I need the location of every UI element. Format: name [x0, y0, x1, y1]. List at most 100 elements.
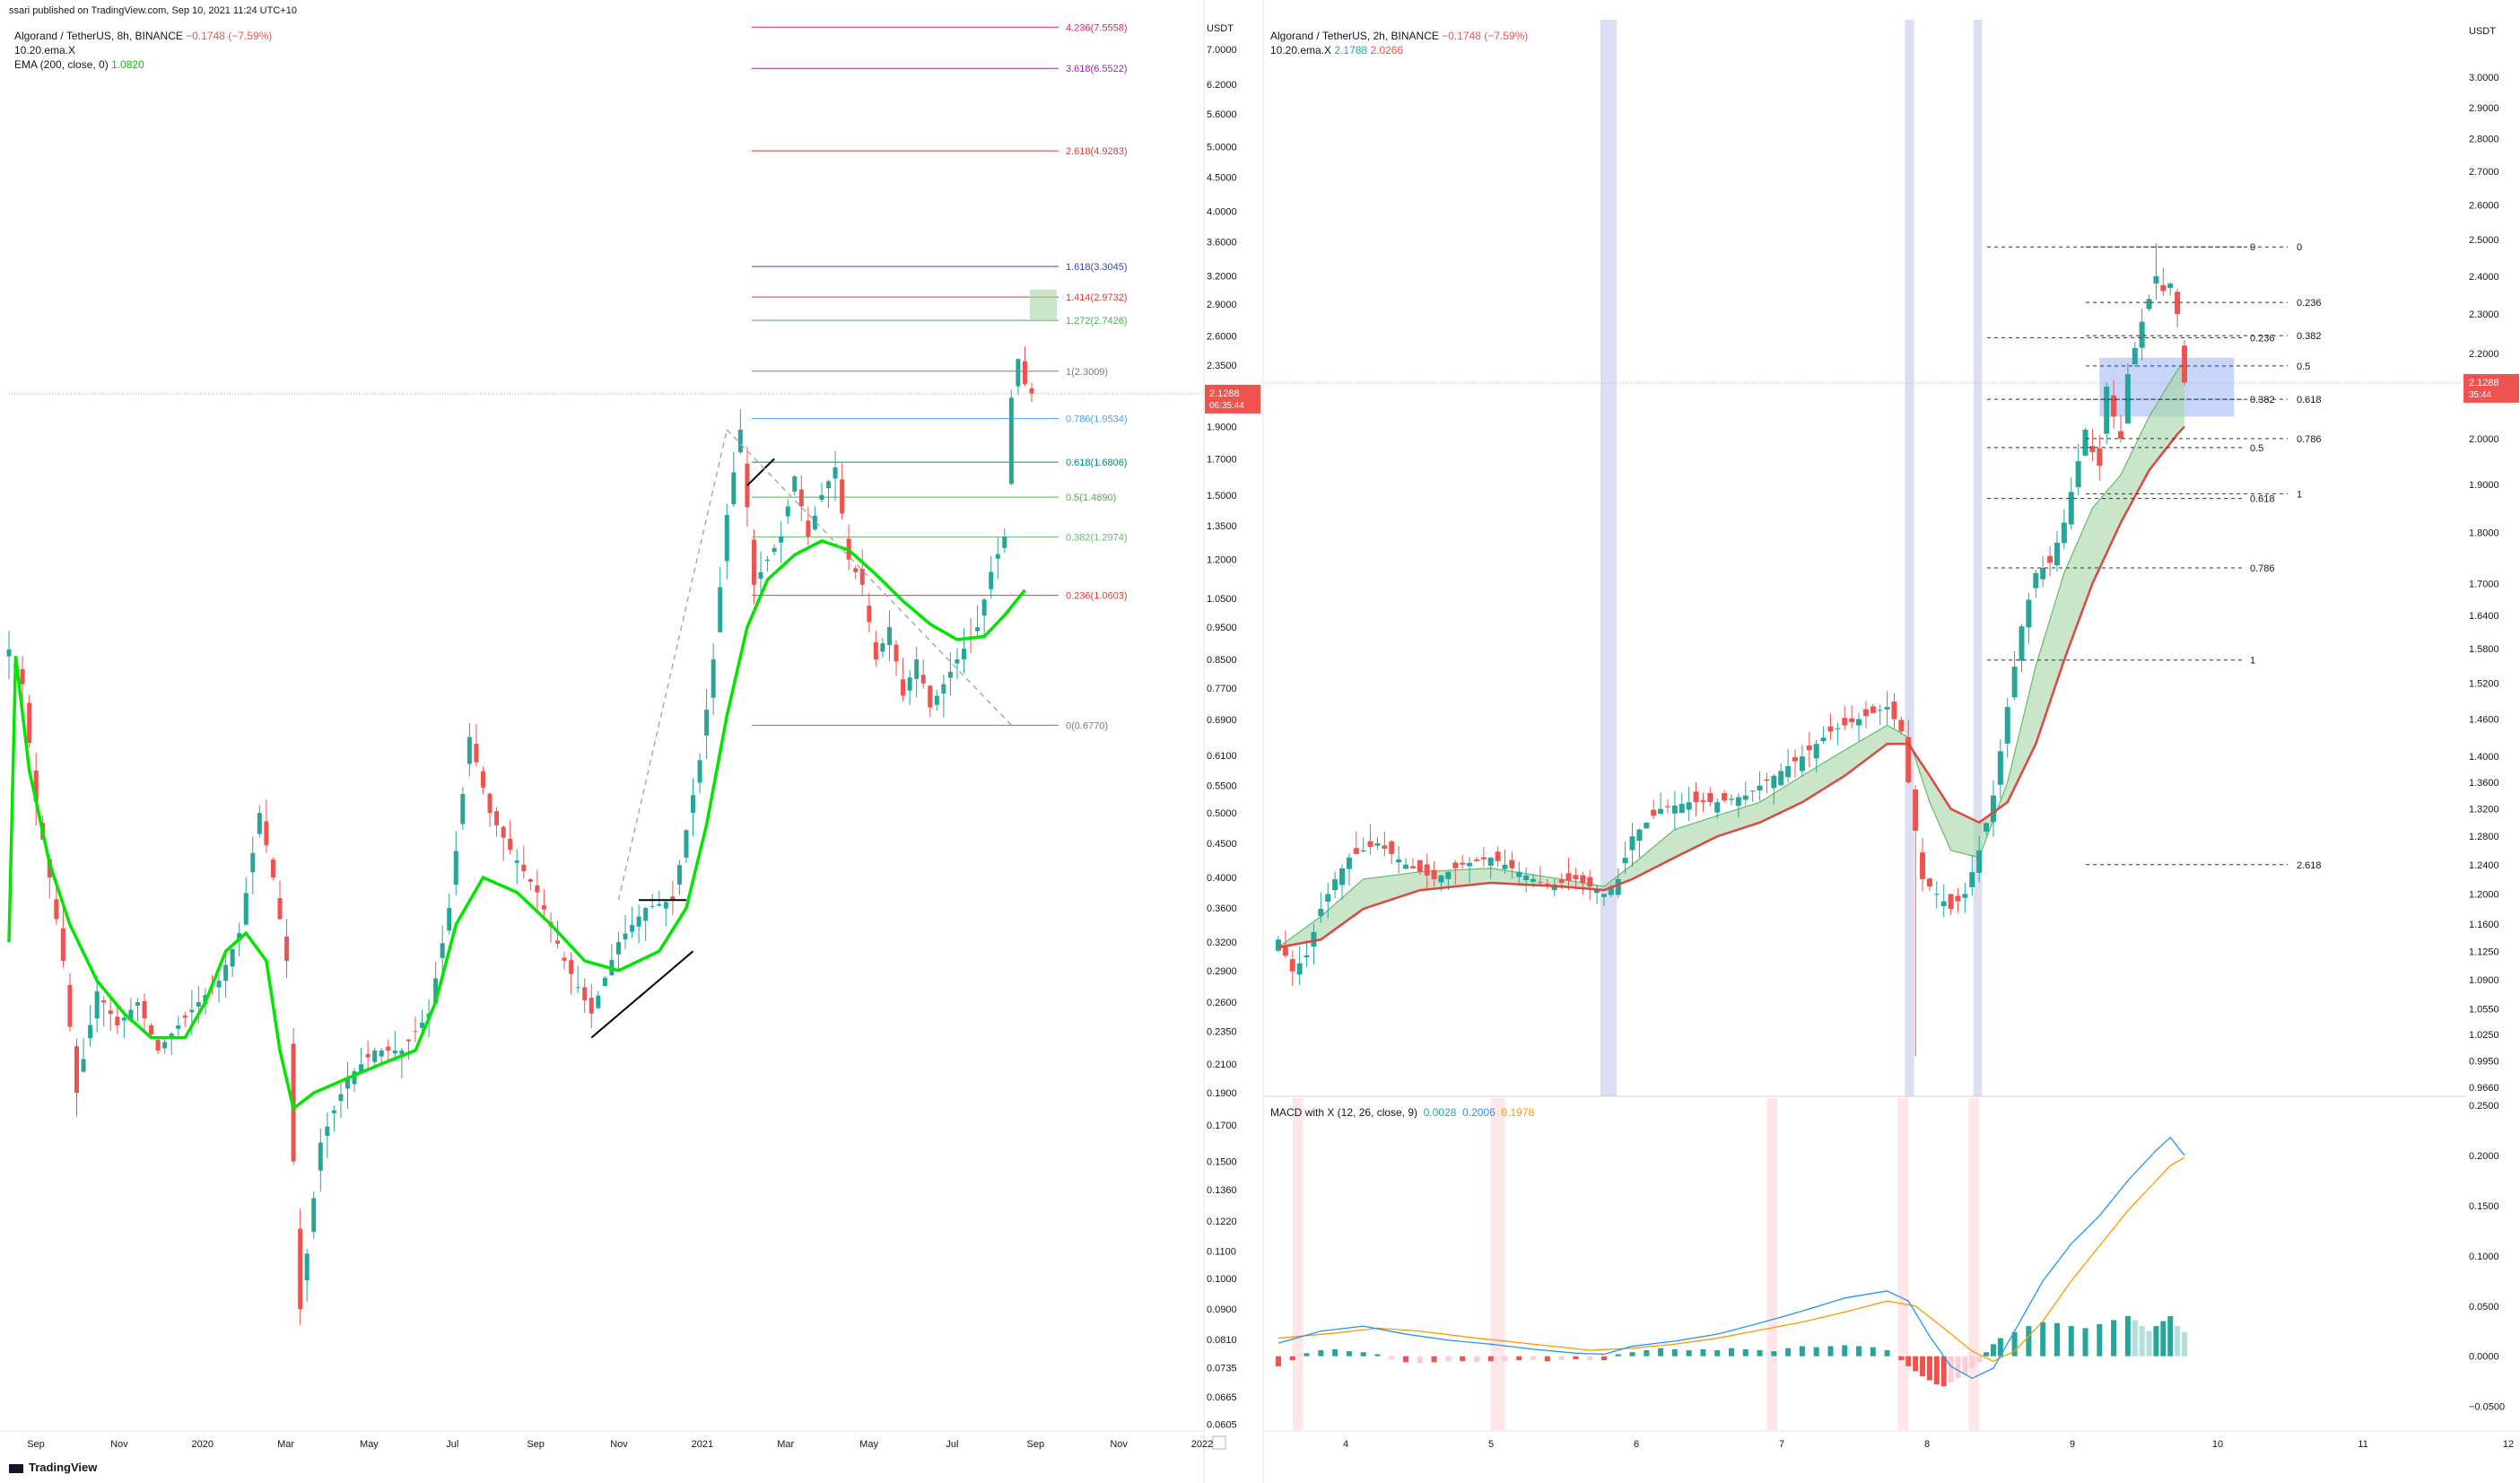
left-candle-body [176, 1025, 181, 1029]
macd-histogram-bar [1827, 1346, 1834, 1357]
left-y-tick-label: 0.4500 [1207, 839, 1237, 850]
right-y-tick-label: 1.8000 [2469, 528, 2499, 539]
left-candle-body [947, 671, 953, 678]
right-candle-body [1460, 862, 1466, 865]
right-y-tick-label: 1.9000 [2469, 480, 2499, 491]
left-candle-body [602, 977, 607, 987]
macd-histogram-bar [1318, 1349, 1324, 1357]
right-candle-body [1339, 868, 1346, 885]
left-candle-body [338, 1094, 344, 1102]
left-candle-body [27, 702, 32, 744]
left-candle-body [989, 571, 994, 589]
left-candle-body [94, 990, 100, 1019]
left-trendline [746, 458, 775, 486]
left-x-tick-label: 2021 [692, 1439, 713, 1450]
right-candle-body [1658, 808, 1664, 815]
left-candle-body [901, 679, 906, 696]
left-candle-body [128, 1009, 134, 1022]
macd-histogram-bar [1771, 1351, 1777, 1357]
left-candle-body [88, 1025, 93, 1039]
macd-histogram-bar [1757, 1349, 1763, 1357]
left-candle-body [528, 878, 533, 882]
macd-histogram-bar [1332, 1348, 1338, 1357]
left-candle-body [941, 684, 946, 694]
left-candle-body [691, 795, 696, 813]
left-x-tick-label: Sep [27, 1439, 45, 1450]
left-y-tick-label: 3.2000 [1207, 271, 1237, 282]
right-fib-a-label: 1 [2297, 489, 2302, 500]
tradingview-logo: TradingView [9, 1461, 97, 1475]
right-candle-body [1473, 859, 1479, 861]
left-y-tick-label: 3.6000 [1207, 237, 1237, 248]
right-candle-body [1608, 886, 1614, 895]
right-candle-body [1311, 931, 1317, 947]
right-x-tick-label: 11 [2358, 1439, 2367, 1450]
right-fib-b-label: 0 [2250, 242, 2255, 253]
right-candle-body [1722, 793, 1728, 801]
right-y-tick-label: 1.2000 [2469, 889, 2499, 900]
macd-histogram-bar [1502, 1356, 1508, 1362]
right-candle-body [1891, 702, 1897, 720]
left-candle-body [697, 760, 702, 783]
macd-histogram-bar [1276, 1356, 1281, 1366]
macd-histogram-bar [1629, 1352, 1635, 1357]
right-y-tick-label: 1.5200 [2469, 679, 2499, 690]
right-candle-body [2153, 275, 2159, 284]
right-price-countdown: 35:44 [2469, 390, 2491, 400]
right-y-tick-label: 1.6400 [2469, 611, 2499, 622]
right-candle-body [1403, 864, 1409, 869]
macd-histogram-bar [1374, 1354, 1381, 1357]
tradingview-logo-icon [9, 1463, 23, 1473]
left-y-tick-label: 1.0500 [1207, 594, 1237, 605]
macd-histogram-bar [1558, 1356, 1565, 1361]
left-candle-body [331, 1110, 336, 1113]
macd-histogram-bar [1714, 1349, 1721, 1357]
macd-y-tick-label: −0.0500 [2469, 1402, 2505, 1413]
right-candle-body [1318, 909, 1324, 916]
right-y-tick-label: 2.5000 [2469, 235, 2499, 246]
left-x-tick-label: 2020 [191, 1439, 213, 1450]
macd-histogram-bar [1984, 1352, 1990, 1357]
left-candle-body [20, 668, 25, 685]
right-candle-body [2089, 446, 2096, 452]
left-y-tick-label: 0.2350 [1207, 1027, 1237, 1038]
right-candle-body [1742, 795, 1748, 800]
macd-histogram-bar [1417, 1356, 1423, 1364]
left-candle-body [812, 515, 817, 530]
right-price-tag [2463, 373, 2519, 403]
left-candle-body [413, 1031, 418, 1033]
right-candle-body [1304, 955, 1310, 958]
right-candle-body [1580, 875, 1586, 884]
macd-line [1277, 1136, 2185, 1380]
right-highlight-band [1600, 20, 1618, 1096]
left-y-tick-label: 0.2900 [1207, 966, 1237, 977]
left-candle-body [792, 475, 798, 492]
macd-histogram-bar [1346, 1351, 1352, 1357]
right-candle-body [2132, 347, 2138, 364]
right-candle-body [1332, 878, 1338, 891]
left-candle-body [392, 1050, 397, 1054]
left-candle-body [833, 467, 838, 479]
right-candle-body [1856, 719, 1862, 726]
left-indicator-2-value: 1.0820 [111, 58, 144, 71]
left-candle-body [873, 641, 878, 659]
macd-histogram-bar [1289, 1356, 1295, 1361]
left-candle-body [718, 587, 723, 632]
right-candle-body [1424, 864, 1430, 876]
macd-highlight-band [1766, 1098, 1778, 1430]
left-candle-body [636, 916, 641, 927]
left-candle-body [907, 677, 912, 691]
left-price-countdown: 06:35:44 [1209, 401, 1244, 411]
right-candle-body [1806, 746, 1812, 751]
left-target-box [1030, 289, 1057, 321]
left-y-tick-label: 1.5000 [1207, 491, 1237, 502]
right-candle-body [1714, 802, 1721, 813]
macd-histogram-bar [1600, 1356, 1607, 1361]
left-candle-body [33, 770, 39, 802]
right-y-tick-label: 1.3600 [2469, 778, 2499, 789]
left-candle-body [101, 999, 107, 1003]
left-candle-body [962, 649, 967, 659]
right-candle-body [1296, 963, 1303, 975]
right-candle-body [1509, 859, 1515, 868]
